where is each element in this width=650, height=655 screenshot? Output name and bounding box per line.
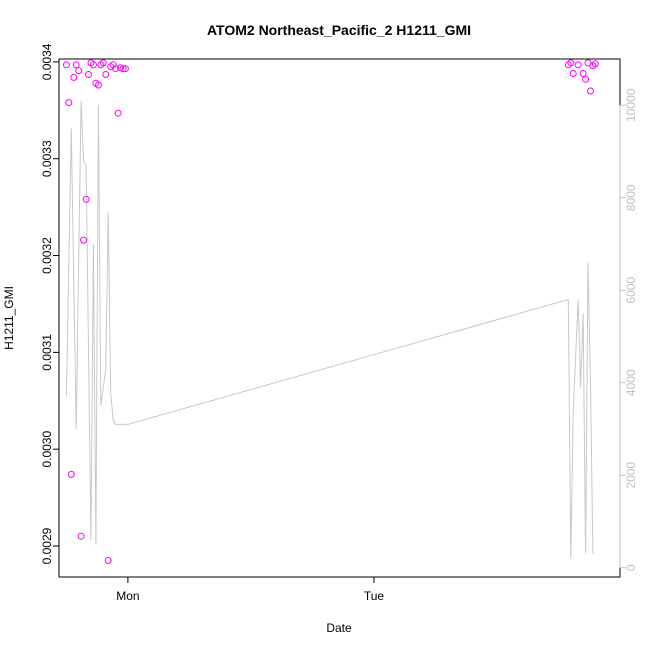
y2-tick-label: 6000 (624, 277, 638, 304)
data-point (591, 60, 599, 68)
y-tick-label: 0.0034 (40, 43, 54, 80)
y-axis-label: H1211_GMI (2, 286, 16, 350)
y-tick-label: 0.0032 (40, 237, 54, 274)
data-point (567, 59, 575, 67)
data-point (102, 71, 110, 78)
concentration-line (65, 100, 594, 559)
x-axis-label: Date (326, 621, 352, 635)
data-point (104, 557, 112, 564)
data-point (574, 61, 582, 69)
y-tick-label: 0.0029 (40, 527, 54, 564)
data-point (582, 75, 590, 83)
data-point (75, 67, 83, 75)
data-point (569, 70, 577, 77)
line-series-layer (65, 100, 594, 559)
data-point (99, 59, 107, 67)
data-point (67, 470, 75, 478)
data-point (114, 109, 122, 117)
data-point (89, 61, 97, 69)
data-point (85, 71, 92, 78)
axis-layer: 0.0029 0.0030 0.0031 0.0032 0.0033 0.0034 0 200… (40, 43, 638, 603)
x-tick-label: Mon (116, 589, 139, 603)
data-point (77, 532, 85, 540)
y2-tick-label: 0 (624, 564, 638, 571)
chart-title: ATOM2 Northeast_Pacific_2 H1211_GMI (207, 22, 471, 38)
y-tick-label: 0.0033 (40, 140, 54, 177)
data-point (94, 81, 102, 89)
data-point (587, 87, 594, 95)
y2-tick-label: 10000 (624, 88, 638, 122)
data-point (80, 236, 88, 244)
y2-tick-label: 8000 (624, 184, 638, 211)
y2-tick-label: 2000 (624, 462, 638, 489)
data-point (121, 65, 129, 73)
data-point (72, 61, 80, 69)
data-point (112, 65, 120, 73)
data-point (82, 195, 90, 203)
data-point (70, 73, 78, 81)
x-tick-label: Tue (364, 589, 385, 603)
y-tick-label: 0.0030 (40, 431, 54, 468)
data-point (65, 99, 73, 107)
y-tick-label: 0.0031 (40, 334, 54, 371)
data-point (119, 65, 127, 73)
y2-tick-label: 4000 (624, 369, 638, 396)
point-series-layer (62, 59, 599, 564)
data-point (62, 61, 70, 69)
data-point (579, 70, 587, 77)
